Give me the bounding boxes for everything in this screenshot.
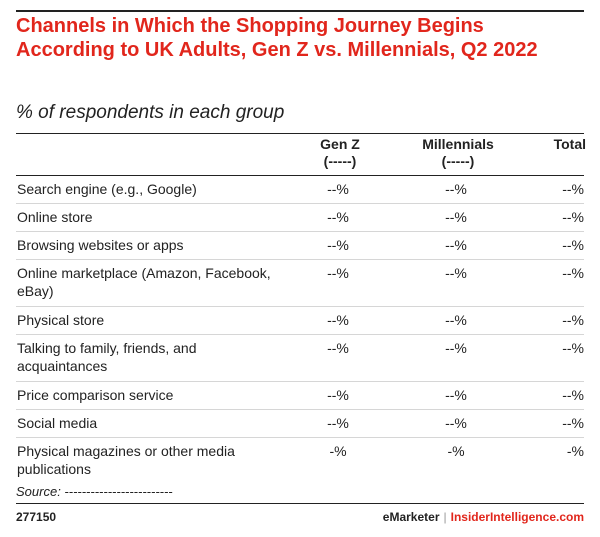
table-row: Browsing websites or apps --% --% --% [16, 232, 584, 260]
row-value-total: --% [562, 312, 584, 328]
row-value-gen-z: --% [327, 415, 349, 431]
row-value-millennials: --% [445, 387, 467, 403]
table-row: Online marketplace (Amazon, Facebook, eB… [16, 260, 584, 307]
table-row: Online store --% --% --% [16, 204, 584, 232]
row-value-total: --% [562, 387, 584, 403]
table-row: Price comparison service --% --% --% [16, 382, 584, 410]
row-value-gen-z: --% [327, 181, 349, 197]
brand-emarketer: eMarketer [382, 510, 440, 524]
column-header-gen-z-name: Gen Z [320, 136, 360, 152]
table-row: Physical store --% --% --% [16, 307, 584, 335]
row-label: Browsing websites or apps [17, 237, 184, 253]
chart-title: Channels in Which the Shopping Journey B… [16, 15, 538, 61]
row-label: Physical store [17, 312, 105, 328]
row-value-millennials: --% [445, 209, 467, 225]
row-value-millennials: --% [445, 237, 467, 253]
row-label: Online marketplace (Amazon, Facebook, eB… [17, 265, 271, 299]
row-value-total: -% [566, 443, 584, 459]
brand-footer: eMarketer | InsiderIntelligence.com [383, 510, 584, 524]
chart-subtitle: % of respondents in each group [16, 102, 285, 123]
brand-separator: | [443, 510, 447, 524]
column-header-millennials-sub: (-----) [441, 153, 475, 169]
row-value-gen-z: --% [327, 312, 349, 328]
column-header-gen-z-sub: (-----) [323, 153, 357, 169]
row-label: Social media [17, 415, 98, 431]
row-label: Talking to family, friends, and acquaint… [17, 340, 197, 374]
bottom-rule [16, 503, 584, 504]
row-label: Online store [17, 209, 93, 225]
row-value-millennials: --% [445, 340, 467, 356]
row-value-millennials: -% [447, 443, 465, 459]
row-value-total: --% [562, 209, 584, 225]
brand-insider-intelligence: InsiderIntelligence.com [450, 510, 584, 524]
header-top-rule [16, 133, 584, 134]
row-label: Search engine (e.g., Google) [17, 181, 197, 197]
row-value-total: --% [562, 265, 584, 281]
column-header-millennials-name: Millennials [422, 136, 494, 152]
row-label: Price comparison service [17, 387, 174, 403]
row-value-gen-z: --% [327, 387, 349, 403]
column-header-gen-z: Gen Z (-----) [300, 136, 380, 170]
chart-id: 277150 [16, 510, 57, 524]
row-value-millennials: --% [445, 181, 467, 197]
row-value-millennials: --% [445, 312, 467, 328]
row-value-gen-z: --% [327, 265, 349, 281]
column-header-total: Total [540, 136, 586, 153]
row-value-millennials: --% [445, 265, 467, 281]
table-row: Physical magazines or other media public… [16, 438, 584, 484]
top-rule [16, 10, 584, 12]
row-value-total: --% [562, 181, 584, 197]
row-value-gen-z: -% [329, 443, 347, 459]
source-note: Source: ------------------------- [16, 484, 173, 499]
row-value-total: --% [562, 340, 584, 356]
row-value-total: --% [562, 237, 584, 253]
row-value-total: --% [562, 415, 584, 431]
table-row: Talking to family, friends, and acquaint… [16, 335, 584, 382]
row-value-gen-z: --% [327, 237, 349, 253]
row-value-millennials: --% [445, 415, 467, 431]
row-value-gen-z: --% [327, 340, 349, 356]
table-row: Search engine (e.g., Google) --% --% --% [16, 176, 584, 204]
row-label: Physical magazines or other media public… [17, 443, 235, 477]
column-header-total-name: Total [553, 136, 586, 152]
row-value-gen-z: --% [327, 209, 349, 225]
table-row: Social media --% --% --% [16, 410, 584, 438]
column-header-millennials: Millennials (-----) [408, 136, 508, 170]
table-body: Search engine (e.g., Google) --% --% --% Onl… [16, 176, 584, 484]
header-bottom-rule [16, 175, 584, 176]
